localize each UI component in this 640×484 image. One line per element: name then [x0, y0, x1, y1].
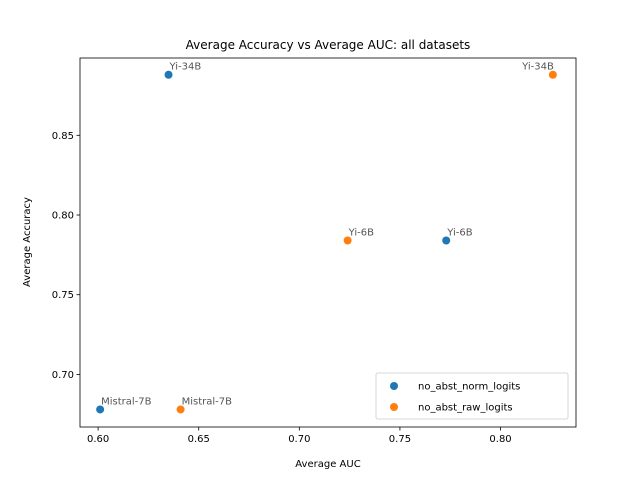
data-point	[176, 405, 185, 414]
x-tick-label: 0.75	[389, 434, 411, 445]
y-axis-label: Average Accuracy	[22, 197, 33, 287]
y-tick-label: 0.70	[52, 370, 74, 381]
x-axis-label: Average AUC	[295, 459, 360, 470]
data-point	[343, 236, 352, 245]
data-point	[96, 405, 105, 414]
plot-frame	[79, 57, 577, 428]
chart-title: Average Accuracy vs Average AUC: all dat…	[186, 38, 471, 52]
point-label: Yi-6B	[348, 228, 375, 239]
data-point	[164, 70, 173, 79]
y-tick-label: 0.85	[52, 131, 74, 142]
y-tick-label: 0.80	[52, 211, 74, 222]
legend-entry-label: no_abst_norm_logits	[418, 382, 520, 393]
legend-marker	[390, 382, 398, 390]
legend-entry-label: no_abst_raw_logits	[418, 403, 513, 414]
legend: no_abst_norm_logits no_abst_raw_logits	[375, 372, 569, 420]
plot-area: 0.60 0.65 0.70 0.75 0.80 0.70 0.75 0.80 0.85 Yi-3…	[52, 57, 577, 445]
x-tick-label: 0.60	[87, 434, 109, 445]
point-label: Yi-34B	[169, 62, 202, 73]
x-tick-label: 0.80	[489, 434, 511, 445]
x-tick-label: 0.65	[188, 434, 210, 445]
x-tick-label: 0.70	[288, 434, 310, 445]
point-label: Yi-34B	[521, 62, 554, 73]
data-point	[548, 70, 557, 79]
legend-box	[375, 372, 569, 420]
point-label: Yi-6B	[446, 228, 473, 239]
legend-marker	[390, 403, 398, 411]
point-label: Mistral-7B	[182, 396, 233, 407]
data-point	[442, 236, 451, 245]
y-tick-label: 0.75	[52, 290, 74, 301]
point-label: Mistral-7B	[101, 396, 152, 407]
